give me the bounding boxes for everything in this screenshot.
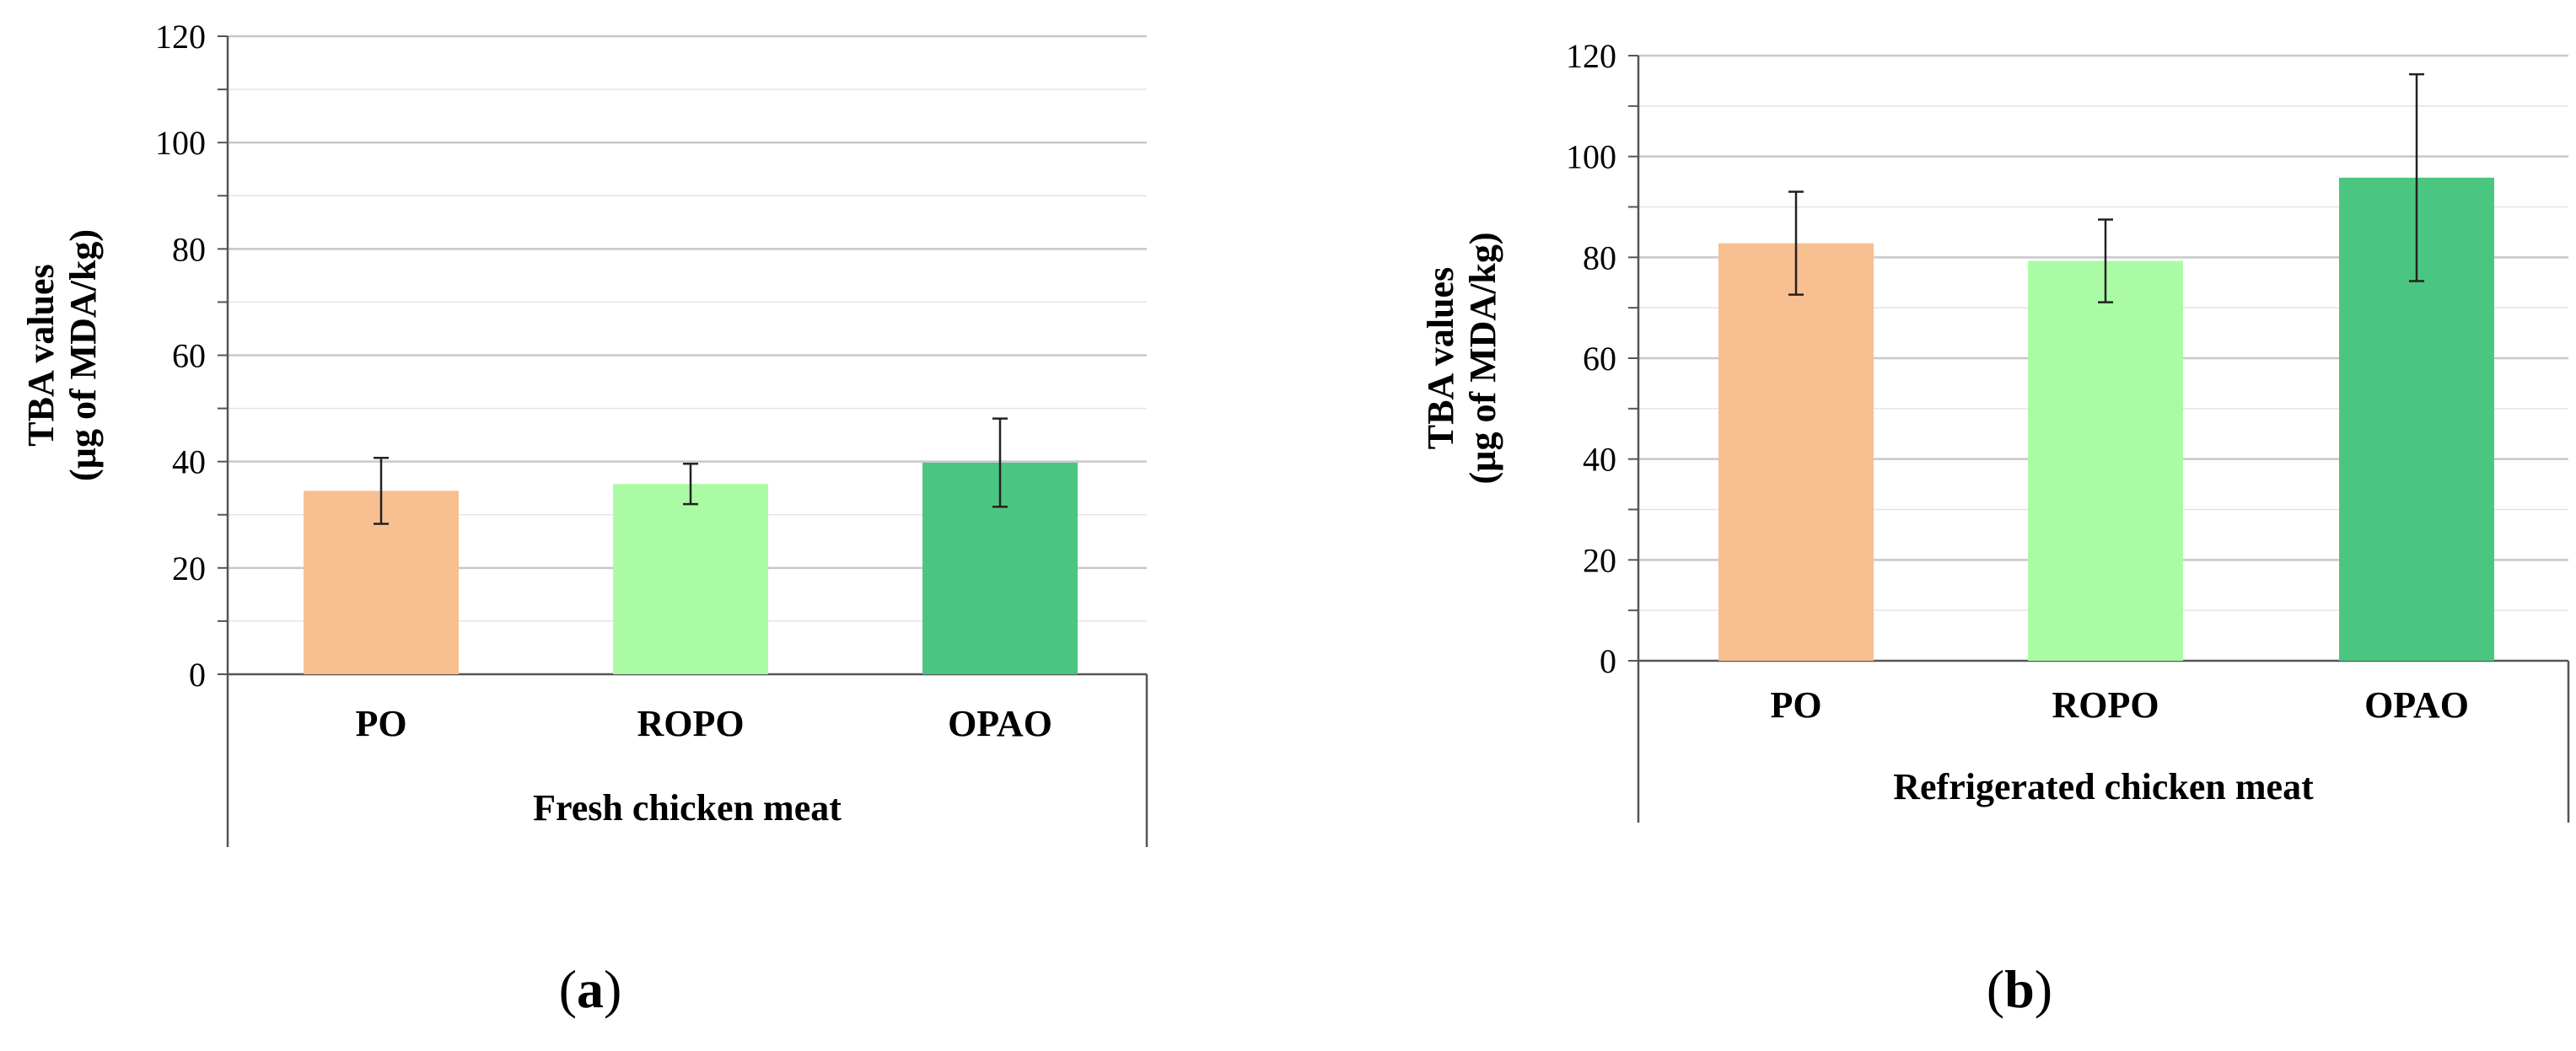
x-category-label: PO	[1770, 684, 1821, 726]
x-axis-group-label: Refrigerated chicken meat	[1893, 766, 2314, 807]
bar-po	[1718, 243, 1874, 661]
y-axis-label-line2: (µg of MDA/kg)	[62, 229, 104, 481]
x-axis-group-label: Fresh chicken meat	[533, 787, 842, 828]
y-axis-label: TBA values(µg of MDA/kg)	[20, 229, 104, 481]
caption-letter: a	[577, 959, 604, 1019]
bar-ropo	[613, 484, 768, 674]
y-tick-label: 40	[1583, 441, 1616, 479]
caption-paren-close: )	[2035, 959, 2052, 1019]
y-tick-label: 100	[155, 124, 206, 162]
y-tick-label: 20	[172, 550, 206, 587]
x-category-label: OPAO	[2364, 684, 2469, 726]
chart-panel-a: 0 20 40 60 80 100 120 PO ROPO OPAO Fresh chicken m…	[20, 18, 1148, 1019]
caption-paren-open: (	[559, 959, 577, 1019]
panel-caption: (b)	[1987, 959, 2052, 1019]
x-category-label: ROPO	[637, 703, 744, 744]
y-tick-label: 0	[189, 656, 206, 694]
y-tick-label: 0	[1600, 642, 1616, 680]
y-axis-label: TBA values(µg of MDA/kg)	[1420, 232, 1503, 484]
caption-paren-close: )	[604, 959, 621, 1019]
y-tick-label: 20	[1583, 541, 1616, 579]
y-tick-label: 60	[172, 337, 206, 375]
x-category-label: PO	[355, 703, 406, 744]
caption-letter: b	[2004, 959, 2035, 1019]
y-axis-label-line1: TBA values	[1420, 267, 1461, 449]
y-axis-label-line2: (µg of MDA/kg)	[1462, 232, 1503, 484]
chart-panel-b: 0 20 40 60 80 100 120 PO ROPO OPAO Refrigerated ch…	[1420, 37, 2570, 1019]
panel-caption: (a)	[559, 959, 622, 1019]
x-category-label: ROPO	[2052, 684, 2159, 726]
y-tick-label: 80	[1583, 239, 1616, 276]
y-tick-label: 120	[1566, 37, 1616, 75]
y-axis-label-line1: TBA values	[20, 264, 62, 446]
bar-ropo	[2028, 260, 2183, 661]
y-tick-label: 60	[1583, 340, 1616, 378]
x-category-label: OPAO	[948, 703, 1052, 744]
y-tick-label: 80	[172, 230, 206, 268]
y-tick-label: 120	[155, 18, 206, 56]
y-tick-label: 100	[1566, 138, 1616, 176]
caption-paren-open: (	[1987, 959, 2004, 1019]
y-tick-label: 40	[172, 443, 206, 481]
